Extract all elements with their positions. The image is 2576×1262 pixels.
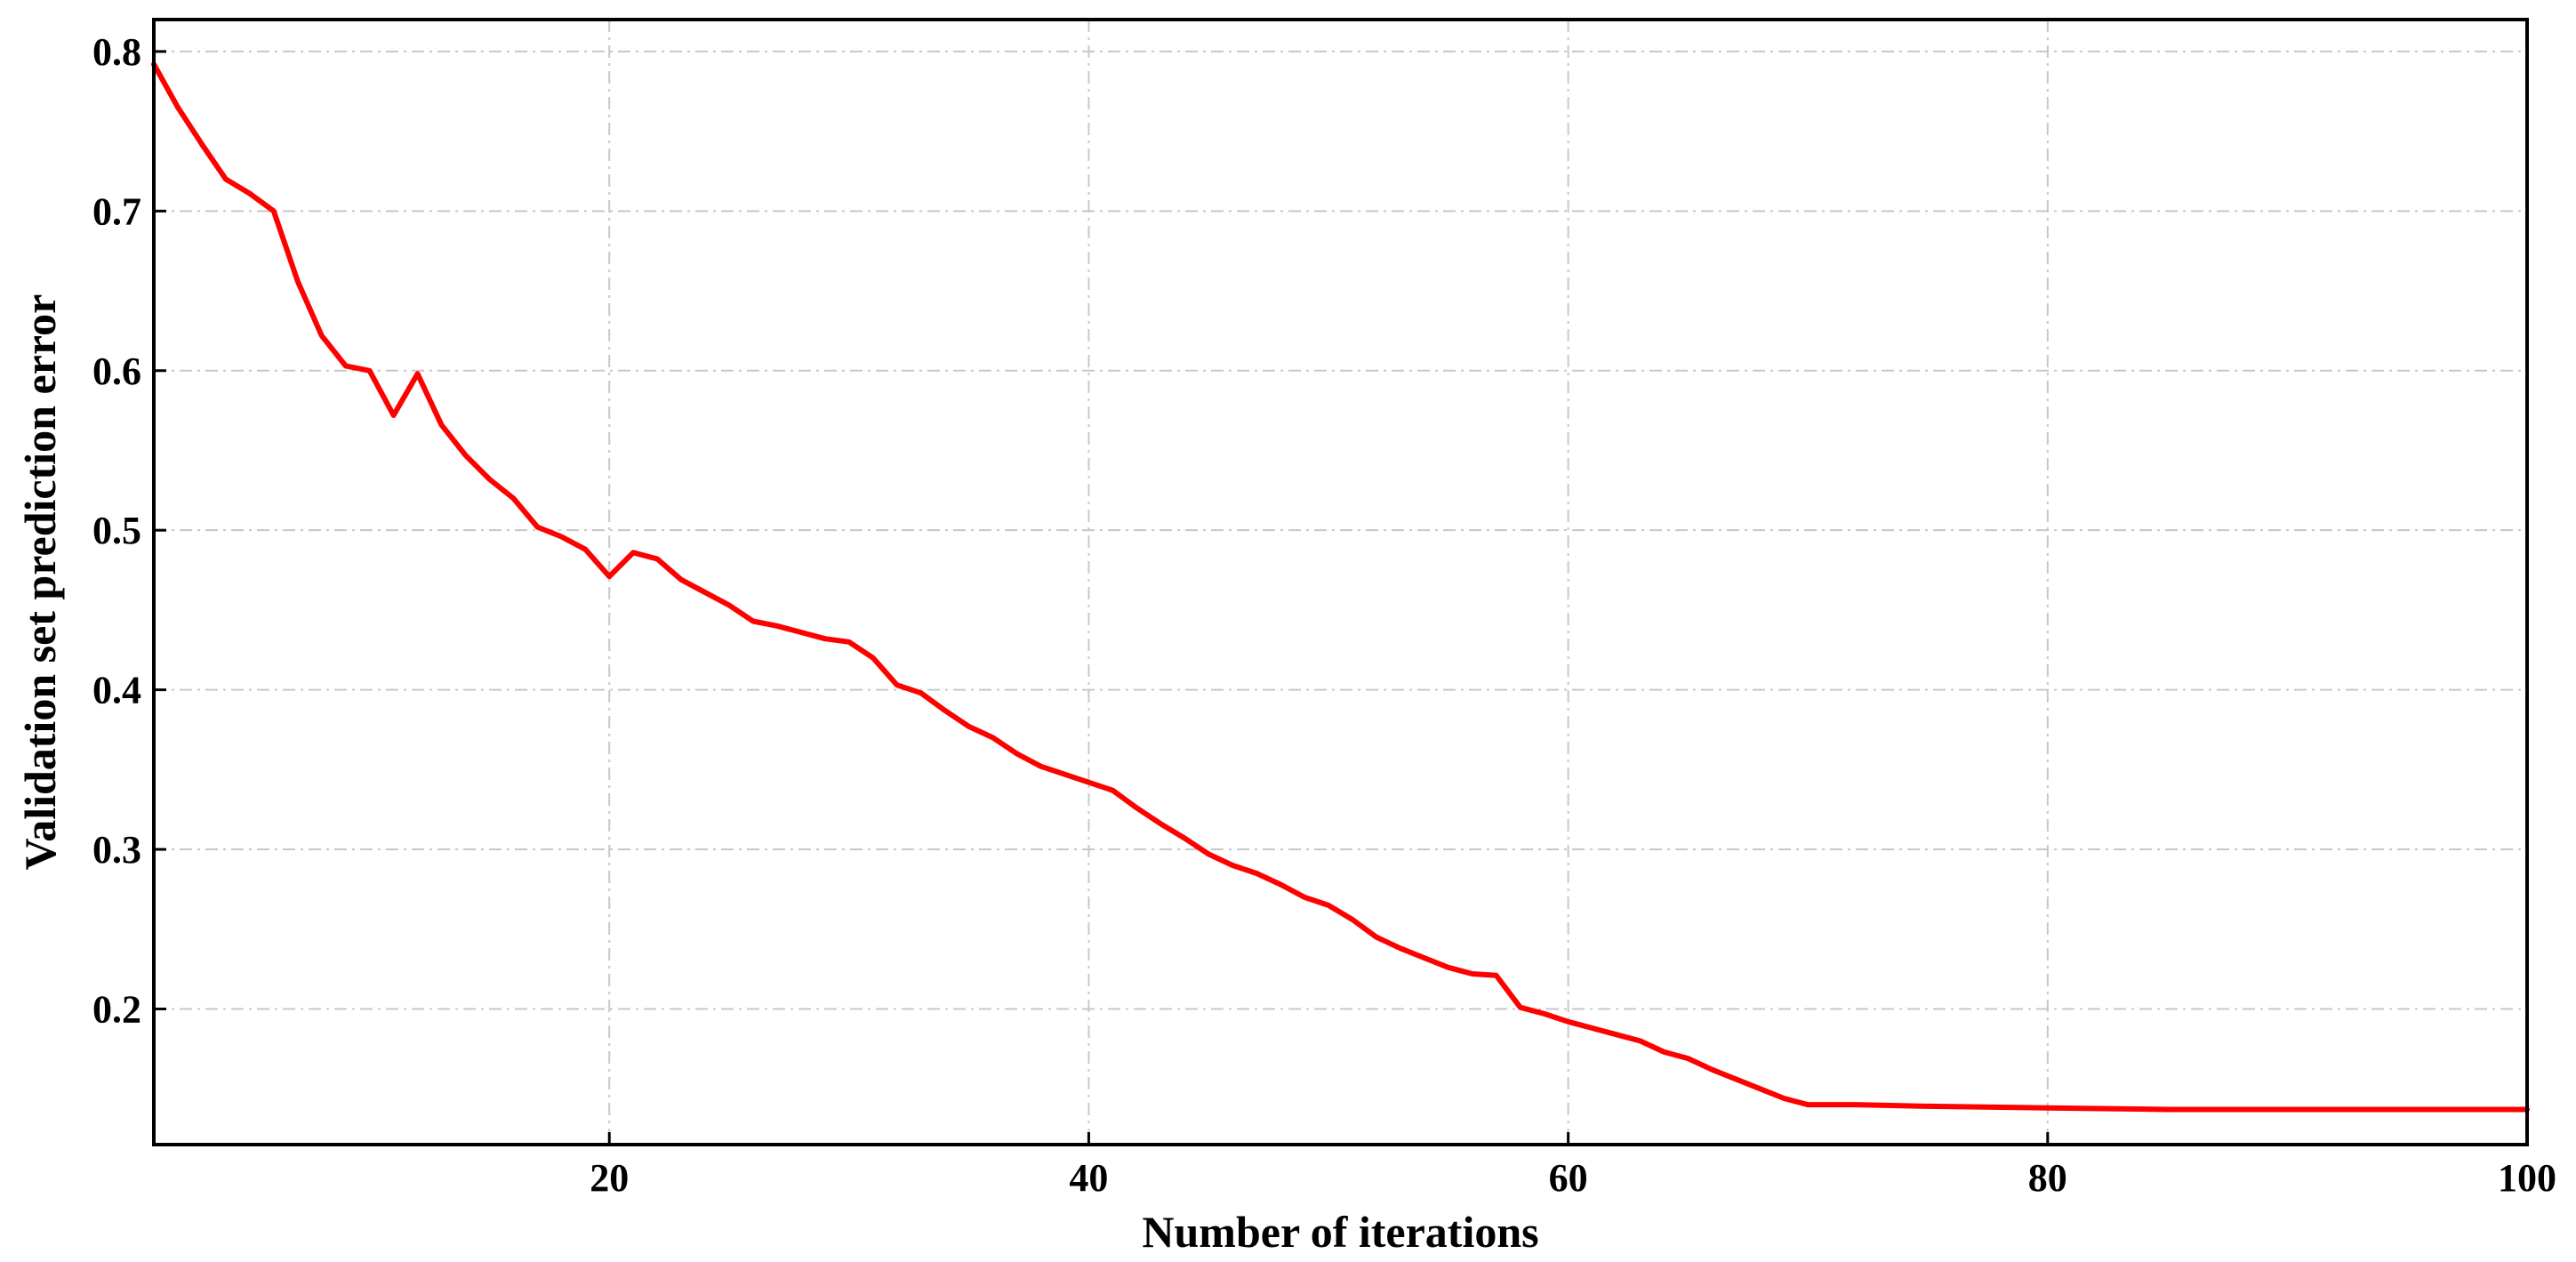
- y-axis-label: Validation set prediction error: [15, 294, 65, 871]
- y-tick-label: 0.6: [92, 350, 141, 393]
- x-tick-label: 20: [590, 1156, 629, 1200]
- y-tick-label: 0.2: [92, 987, 141, 1031]
- x-tick-label: 40: [1069, 1156, 1108, 1200]
- ticks: 20 40 60 80 100 0.2 0.3 0.4 0.5 0.6 0.7 0.8: [92, 30, 2556, 1200]
- series-line: [151, 61, 2530, 1113]
- series-layer: [151, 61, 2530, 1113]
- plot-frame: [152, 18, 2529, 1146]
- gridlines: [154, 20, 2528, 1145]
- y-tick-label: 0.4: [92, 669, 141, 712]
- y-tick-label: 0.7: [92, 189, 141, 233]
- y-tick-label: 0.8: [92, 30, 141, 74]
- x-tick-label: 100: [2498, 1156, 2556, 1200]
- x-tick-label: 80: [2028, 1156, 2067, 1200]
- y-tick-label: 0.3: [92, 828, 141, 872]
- y-tick-label: 0.5: [92, 509, 141, 552]
- x-tick-label: 60: [1549, 1156, 1588, 1200]
- x-axis-label: Number of iterations: [1142, 1207, 1538, 1257]
